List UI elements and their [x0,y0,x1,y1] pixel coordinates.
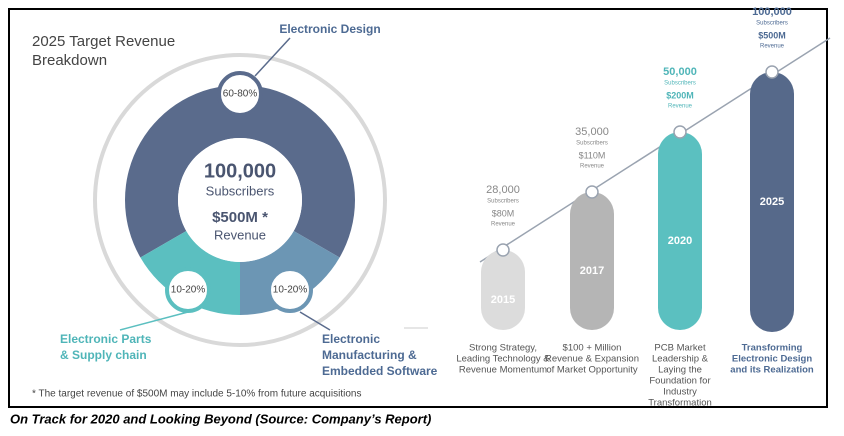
milestone-dot [673,125,687,139]
donut-hole [178,138,302,262]
milestone-description: Industry [663,387,697,398]
outer-ring [93,53,387,347]
share-label: 10-20% [171,285,206,296]
milestone-bar [570,192,614,330]
milestone-label: Revenue [668,104,693,110]
milestone-revenue: $110M [579,150,606,160]
milestone-dot [496,243,510,257]
milestone-description: and its Realization [730,365,814,376]
milestone-description: Strong Strategy, [469,343,537,354]
milestone-bar [481,250,525,330]
milestone-description: PCB Market [654,343,706,354]
milestone-bar [658,132,702,330]
milestone-label: Revenue [580,164,605,170]
milestone-year: 2020 [668,235,692,247]
segment-label: Electronic Design [279,22,380,36]
milestone-label: Subscribers [487,199,519,205]
milestone-subscribers: 35,000 [575,126,609,138]
segment-label: Embedded Software [322,364,438,378]
milestone-subscribers: 100,000 [752,6,792,18]
title: 2025 Target Revenue [32,33,175,50]
milestone-dot [585,185,599,199]
center-revenue: $500M * [212,209,268,226]
caption: On Track for 2020 and Looking Beyond (So… [10,411,431,426]
milestone-description: Foundation for [649,376,710,387]
center-label: Revenue [214,227,266,242]
milestone-label: Subscribers [576,141,608,147]
segment-label: Electronic Parts [60,332,152,346]
leader-line [254,37,291,77]
footnote: * The target revenue of $500M may includ… [32,389,361,400]
milestone-dot [765,65,779,79]
title: Breakdown [32,52,107,69]
milestone-revenue: $80M [492,208,515,218]
share-badge [217,71,263,117]
milestone-description: Revenue Momentum [459,365,547,376]
milestone-description: $100 + Million [563,343,622,354]
milestone-subscribers: 50,000 [663,66,697,78]
milestone-revenue: $200M [666,90,694,100]
milestone-subscribers: 28,000 [486,184,520,196]
milestone-bar [750,72,794,332]
center-subscribers: 100,000 [204,160,276,182]
segment-design [124,85,355,258]
milestone-year: 2017 [580,265,604,277]
milestone-label: Subscribers [664,81,696,87]
segment-label: Electronic [322,332,380,346]
milestone-label: Revenue [760,44,785,50]
milestone-label: Subscribers [756,21,788,27]
share-label: 10-20% [273,285,308,296]
milestone-revenue: $500M [758,30,786,40]
share-badge [165,267,211,313]
segment-label: & Supply chain [60,348,147,362]
leader-line [299,311,331,331]
leader-line [119,311,189,331]
center-label: Subscribers [206,183,275,198]
milestone-description: Transforming [742,343,803,354]
milestone-description: Revenue & Expansion [545,354,639,365]
share-badge [267,267,313,313]
milestone-description: Electronic Design [732,354,812,365]
milestone-label: Revenue [491,222,516,228]
milestone-description: Laying the [658,365,702,376]
segment-label: Manufacturing & [322,348,417,362]
milestone-description: of Market Opportunity [546,365,638,376]
milestone-year: 2025 [760,196,784,208]
milestone-year: 2015 [491,294,515,306]
milestone-description: Transformation [648,398,712,409]
milestone-description: Leadership & [652,354,709,365]
share-label: 60-80% [223,89,258,100]
milestone-description: Leading Technology & [456,354,550,365]
